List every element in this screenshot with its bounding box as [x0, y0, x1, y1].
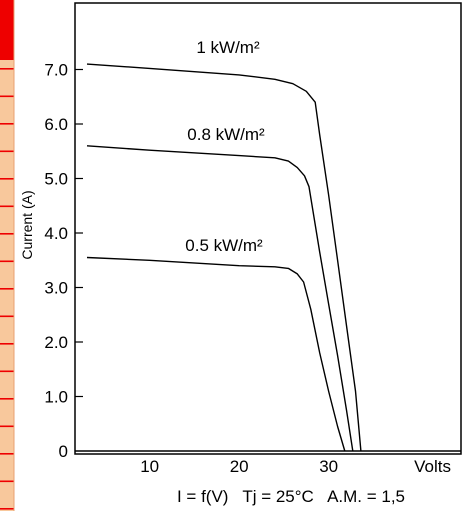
strip-tick [0, 205, 14, 208]
strip-tick [0, 95, 14, 98]
strip-tick [0, 370, 14, 373]
x-tick-label: 10 [140, 457, 159, 476]
series-lines [86, 63, 362, 452]
series-line [86, 63, 362, 452]
y-tick-label: 3.0 [44, 279, 68, 298]
y-tick-label: 0 [59, 442, 68, 461]
strip-tick [0, 150, 14, 153]
y-tick-label: 4.0 [44, 224, 68, 243]
y-tick-label: 7.0 [44, 61, 68, 80]
series-label: 0.8 kW/m² [187, 125, 265, 144]
strip-tick [0, 68, 14, 70]
strip-tick [0, 178, 14, 180]
series-label: 0.5 kW/m² [185, 236, 263, 255]
strip-tick [0, 288, 14, 290]
strip-tick [0, 508, 14, 510]
strip-fill [0, 0, 14, 511]
x-axis-ticks: 10 20 30 [140, 457, 338, 476]
strip-tick [0, 260, 14, 263]
y-axis-ticks: 0 1.0 2.0 3.0 4.0 5.0 6.0 7.0 [44, 61, 461, 461]
x-axis-title: Volts [414, 457, 451, 476]
y-tick-label: 5.0 [44, 170, 68, 189]
series-label: 1 kW/m² [196, 38, 260, 57]
strip-tick [0, 233, 14, 235]
strip-tick [0, 315, 14, 318]
strip-tick [0, 453, 14, 455]
y-tick-label: 6.0 [44, 115, 68, 134]
strip-tick [0, 480, 14, 483]
plot-frame [74, 2, 462, 455]
strip-tick [0, 123, 14, 125]
y-tick-label: 1.0 [44, 388, 68, 407]
chart-caption: I = f(V) Tj = 25°C A.M. = 1,5 [177, 487, 405, 506]
y-axis-title: Current (A) [19, 190, 35, 259]
strip-tick [0, 425, 14, 428]
strip-tick [0, 343, 14, 345]
strip-tick [0, 398, 14, 400]
x-tick-label: 30 [319, 457, 338, 476]
x-tick-label: 20 [230, 457, 249, 476]
series-line [86, 145, 354, 452]
series-line [86, 256, 346, 452]
left-color-strip [0, 0, 15, 511]
strip-accent [0, 0, 14, 60]
series-labels: 1 kW/m² 0.8 kW/m² 0.5 kW/m² [185, 38, 265, 255]
y-tick-label: 2.0 [44, 333, 68, 352]
